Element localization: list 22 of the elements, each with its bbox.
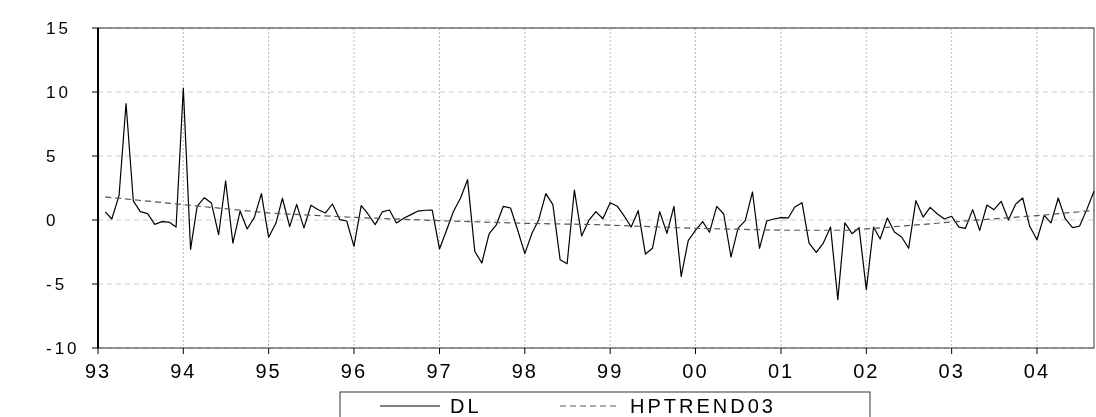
line-series (104, 196, 1095, 231)
y-tick-label: 15 (46, 18, 71, 38)
x-tick-label: 02 (853, 360, 880, 382)
x-tick-label: 94 (170, 360, 197, 382)
legend-label: DL (450, 395, 482, 417)
line-series (104, 87, 1095, 301)
legend-label: HPTREND03 (630, 395, 776, 417)
x-tick-label: 97 (426, 360, 453, 382)
x-tick-label: 04 (1023, 360, 1051, 382)
x-tick-label: 96 (340, 360, 368, 382)
y-tick-label: 5 (46, 146, 59, 166)
x-tick-label: 95 (255, 360, 282, 382)
x-tick-label: 01 (767, 360, 795, 382)
y-tick-label: -5 (46, 274, 68, 294)
y-tick-label: -10 (46, 338, 80, 358)
y-tick-label: 0 (46, 210, 59, 230)
x-tick-label: 98 (511, 360, 538, 382)
x-tick-label: 93 (84, 360, 112, 382)
x-tick-label: 00 (682, 360, 709, 382)
x-tick-label: 99 (597, 360, 624, 382)
y-tick-label: 10 (46, 82, 71, 102)
x-tick-label: 03 (938, 360, 965, 382)
